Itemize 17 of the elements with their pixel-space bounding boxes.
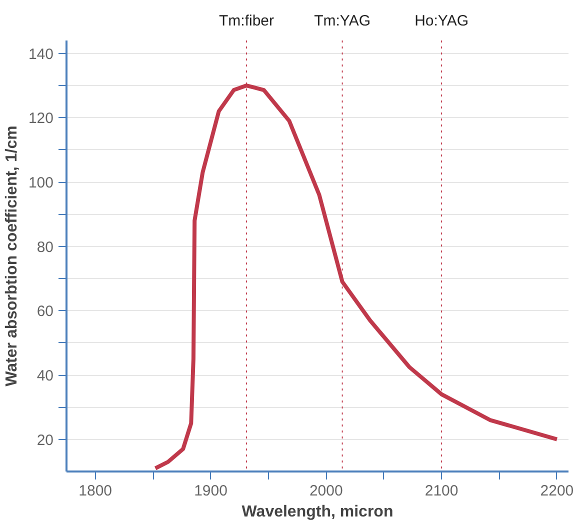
x-tick-label: 1900 xyxy=(194,482,228,500)
x-tick-label: 2100 xyxy=(424,482,458,500)
y-tick-label: 20 xyxy=(36,432,54,449)
x-tick-label: 2000 xyxy=(309,482,343,500)
y-tick-label: 120 xyxy=(28,110,54,128)
x-axis-title: Wavelength, micron xyxy=(242,504,394,520)
y-axis-title: Water absorbtion coefficient, 1/cm xyxy=(3,126,20,386)
ref-line-label: Tm:YAG xyxy=(314,12,371,30)
x-tick-label: 1800 xyxy=(78,482,112,500)
ref-line-label: Tm:fiber xyxy=(219,12,274,30)
y-tick-label: 140 xyxy=(28,46,54,63)
y-tick-label: 40 xyxy=(36,368,54,385)
y-tick-label: 60 xyxy=(36,303,54,320)
ref-line-label: Ho:YAG xyxy=(414,12,469,30)
x-tick-label: 2200 xyxy=(540,482,574,500)
y-tick-label: 80 xyxy=(36,238,54,256)
y-tick-label: 100 xyxy=(28,174,54,192)
